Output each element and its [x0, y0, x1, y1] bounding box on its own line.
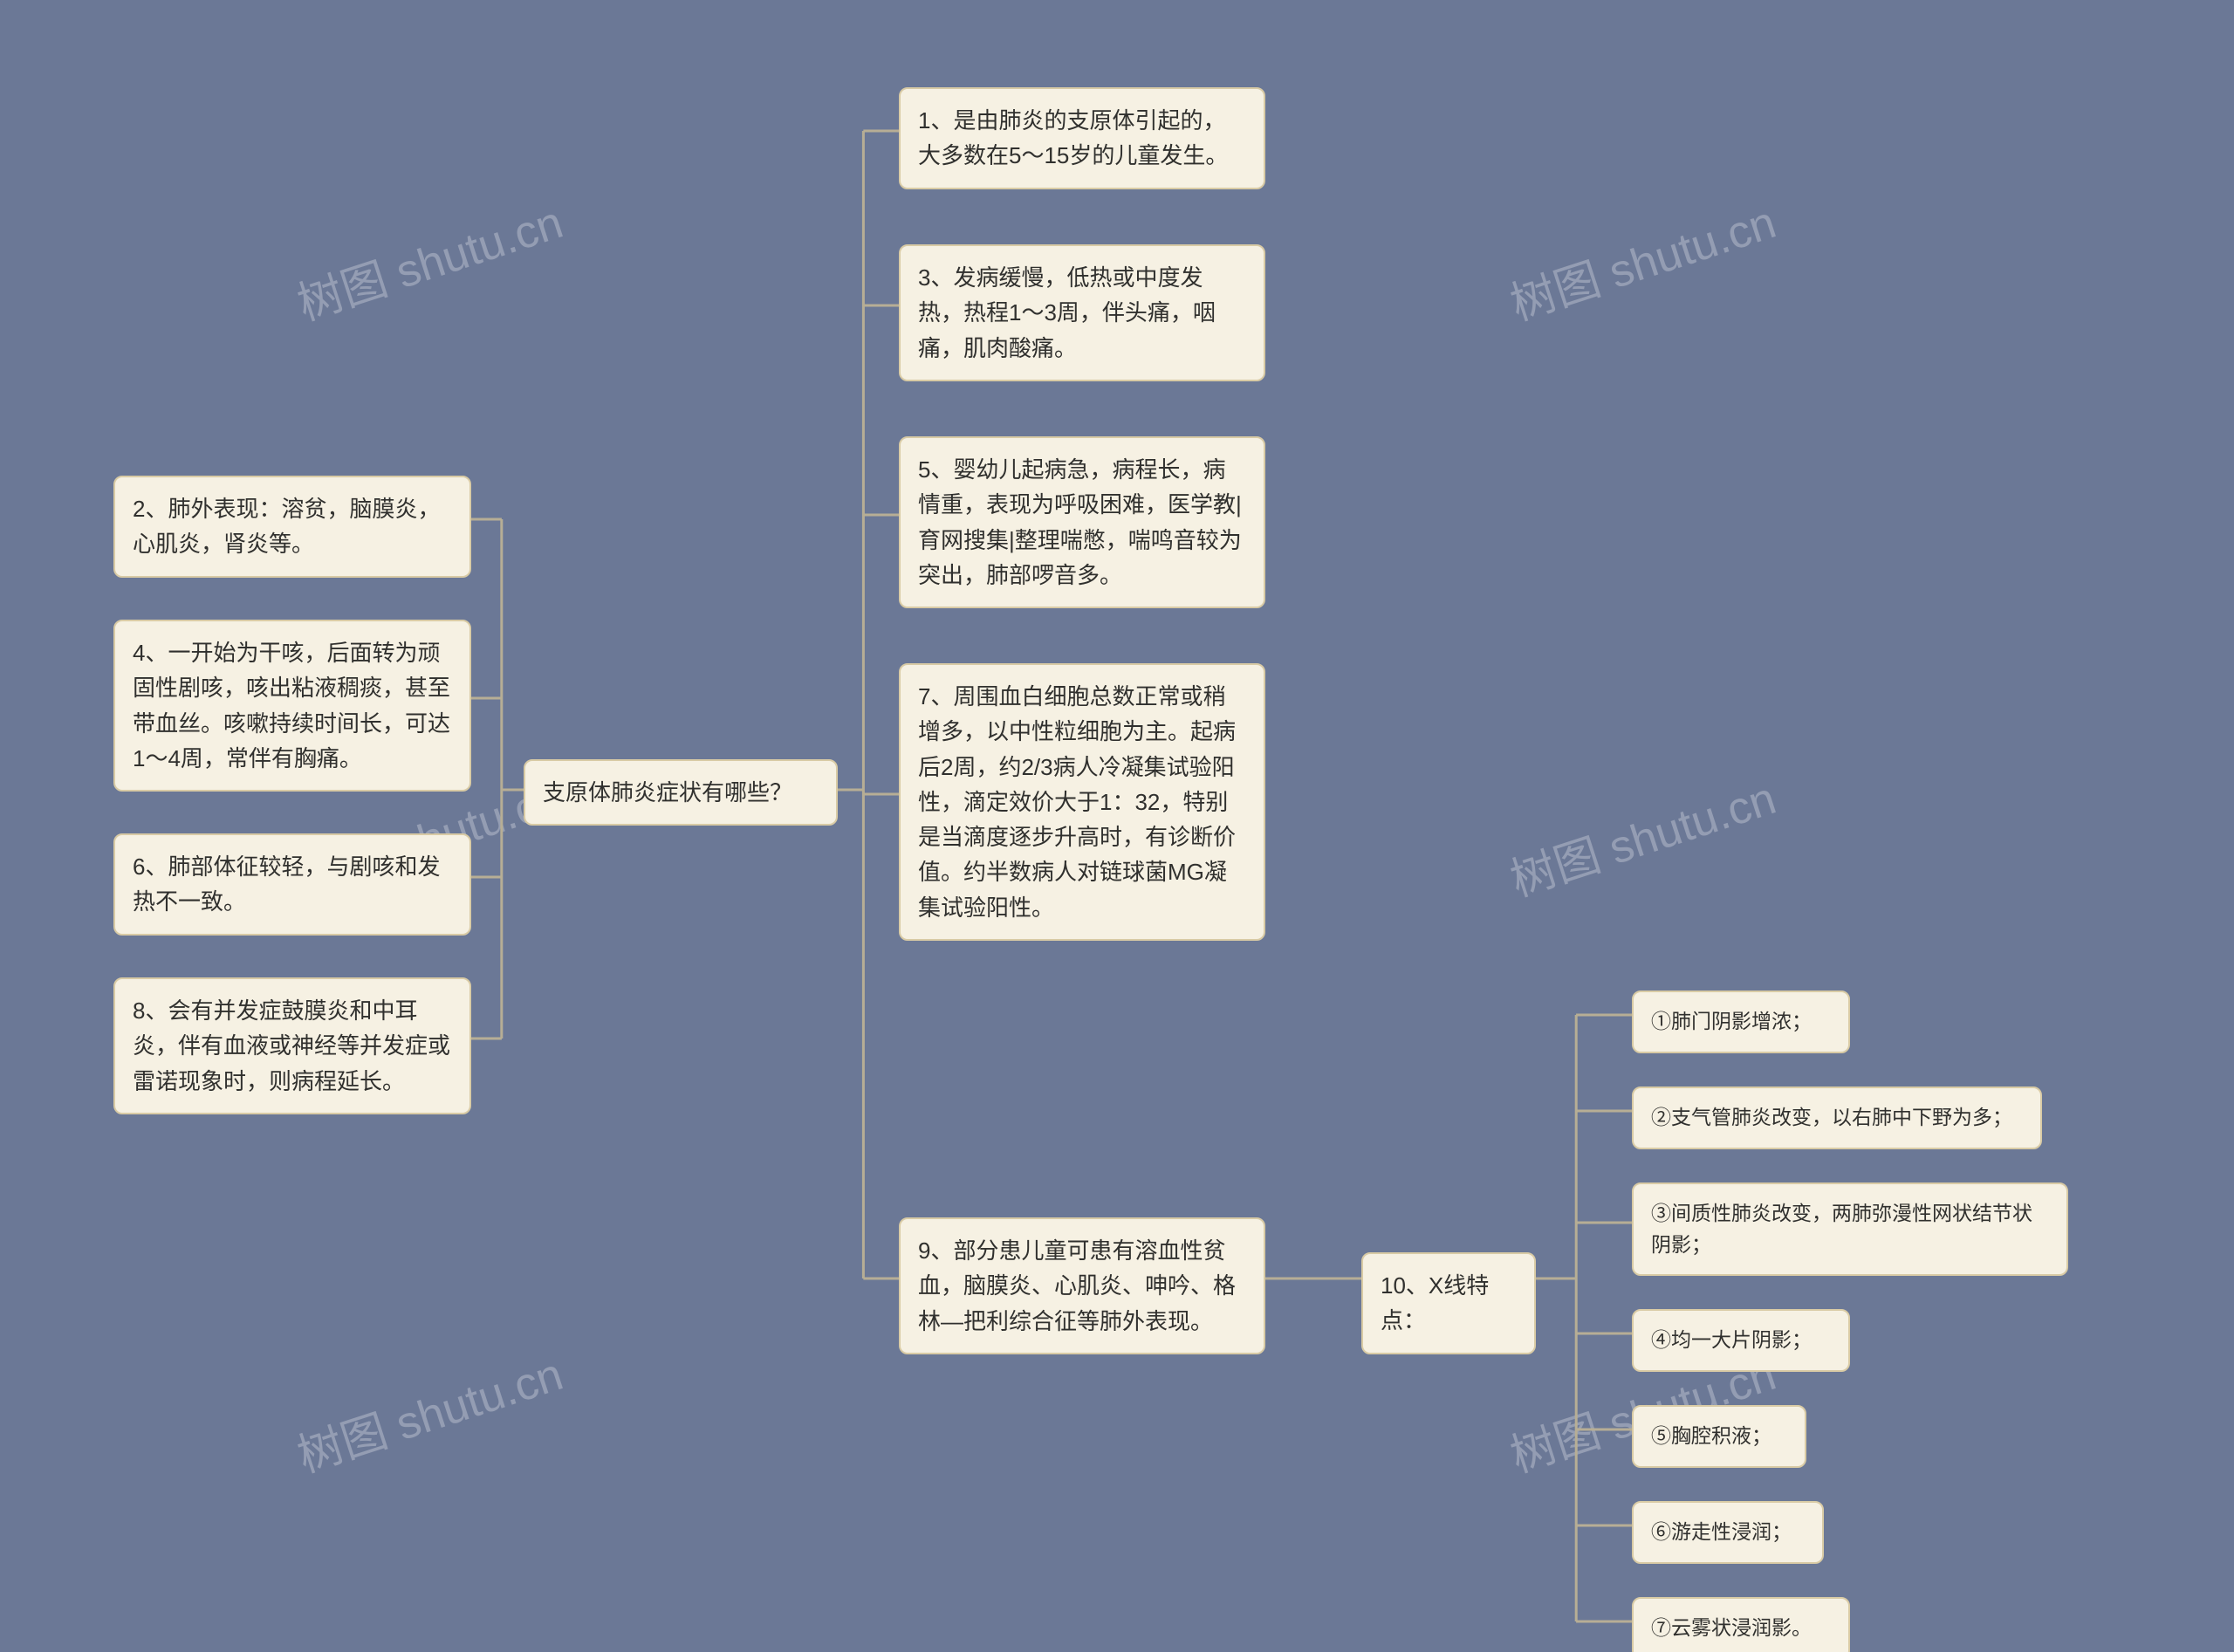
watermark: 树图 shutu.cn	[1501, 186, 1783, 333]
right-node: 7、周围血白细胞总数正常或稍增多，以中性粒细胞为主。起病后2周，约2/3病人冷凝…	[899, 663, 1265, 941]
watermark: 树图 shutu.cn	[1501, 762, 1783, 909]
leaf-node: ②支气管肺炎改变，以右肺中下野为多；	[1632, 1086, 2042, 1149]
right-node: 5、婴幼儿起病急，病程长，病情重，表现为呼吸困难，医学教|育网搜集|整理喘憋，喘…	[899, 436, 1265, 608]
branch-node: 10、X线特点：	[1361, 1252, 1536, 1354]
left-node: 4、一开始为干咳，后面转为顽固性剧咳，咳出粘液稠痰，甚至带血丝。咳嗽持续时间长，…	[113, 620, 471, 792]
right-node: 1、是由肺炎的支原体引起的，大多数在5～15岁的儿童发生。	[899, 87, 1265, 189]
watermark: 树图 shutu.cn	[288, 186, 570, 333]
right-node: 3、发病缓慢，低热或中度发热，热程1～3周，伴头痛，咽痛，肌肉酸痛。	[899, 244, 1265, 381]
mindmap-canvas: 树图 shutu.cn 树图 shutu.cn 树图 shutu.cn 树图 shut…	[0, 0, 2234, 1652]
watermark: 树图 shutu.cn	[288, 1338, 570, 1485]
leaf-node: ①肺门阴影增浓；	[1632, 991, 1850, 1053]
leaf-node: ⑦云雾状浸润影。	[1632, 1597, 1850, 1652]
leaf-node: ④均一大片阴影；	[1632, 1309, 1850, 1372]
leaf-node: ③间质性肺炎改变，两肺弥漫性网状结节状阴影；	[1632, 1182, 2068, 1276]
left-node: 8、会有并发症鼓膜炎和中耳炎，伴有血液或神经等并发症或雷诺现象时，则病程延长。	[113, 977, 471, 1114]
left-node: 6、肺部体征较轻，与剧咳和发热不一致。	[113, 833, 471, 936]
left-node: 2、肺外表现：溶贫，脑膜炎，心肌炎，肾炎等。	[113, 476, 471, 578]
leaf-node: ⑤胸腔积液；	[1632, 1405, 1806, 1468]
leaf-node: ⑥游走性浸润；	[1632, 1501, 1824, 1564]
root-node: 支原体肺炎症状有哪些？	[524, 759, 838, 826]
right-node: 9、部分患儿童可患有溶血性贫血，脑膜炎、心肌炎、呻吟、格林—把利综合征等肺外表现…	[899, 1217, 1265, 1354]
